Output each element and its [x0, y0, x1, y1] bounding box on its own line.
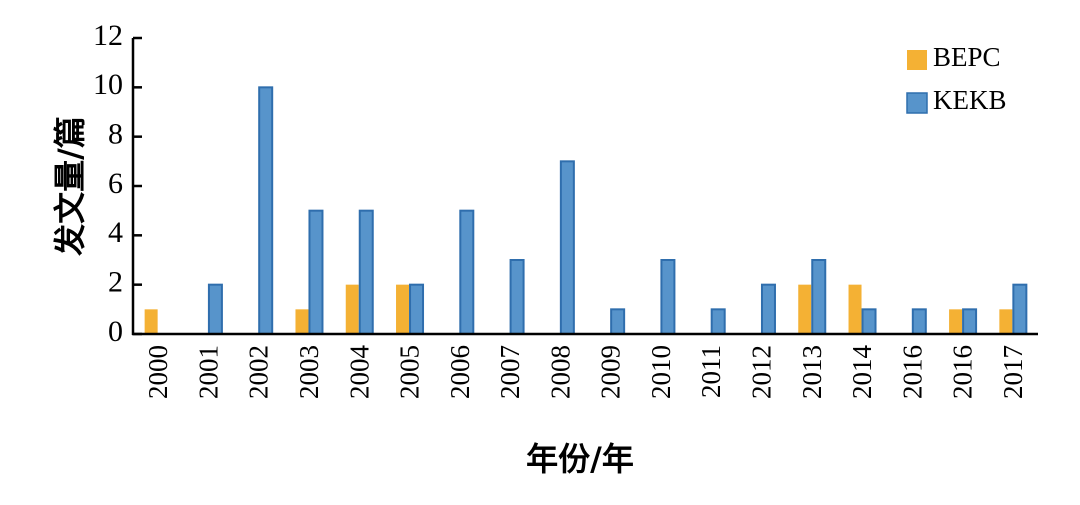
legend: BEPC KEKB	[906, 42, 1007, 115]
bar-bepc-2005	[396, 284, 410, 334]
bar-bepc-2004	[345, 284, 359, 334]
x-tick-label: 2000	[143, 345, 173, 399]
y-tick-label: 4	[108, 216, 123, 249]
x-tick-label: 2016	[948, 345, 978, 399]
x-tick-label: 2004	[344, 345, 374, 400]
bar-kekb-2017	[1012, 283, 1028, 335]
y-tick-label: 6	[108, 167, 123, 200]
x-tick-label: 2007	[495, 345, 525, 399]
x-tick-label: 2001	[193, 345, 223, 399]
x-tick-label: 2009	[596, 345, 626, 399]
legend-label-kekb: KEKB	[933, 85, 1007, 115]
bar-bepc-2016	[949, 309, 963, 334]
y-axis-title: 发文量/篇	[51, 116, 89, 256]
bar-kekb-2006	[459, 209, 475, 336]
y-tick-label: 12	[93, 19, 123, 52]
y-tick-label: 8	[108, 118, 123, 151]
x-tick-label: 2003	[294, 345, 324, 399]
y-tick-label: 0	[108, 315, 123, 348]
legend-swatch-kekb	[906, 92, 928, 114]
x-tick-labels: 2000 2001 2002 2003 2004 2005 2006 2007 2008 2009…	[143, 345, 1028, 400]
bar-bepc-2000	[144, 309, 158, 334]
bar-kekb-2016	[911, 308, 927, 336]
x-tick-label: 2006	[445, 345, 475, 399]
bar-kekb-2016	[962, 308, 978, 336]
x-tick-label: 2016	[897, 345, 927, 399]
bar-kekb-2005	[409, 283, 425, 335]
legend-label-bepc: BEPC	[933, 42, 1001, 72]
bar-kekb-2001	[207, 283, 223, 335]
x-tick-label: 2014	[847, 345, 877, 400]
bar-bepc-2003	[295, 309, 309, 334]
bar-kekb-2013	[811, 259, 827, 335]
legend-swatch-bepc	[907, 50, 927, 70]
axes-group	[131, 36, 1038, 336]
bar-kekb-2009	[610, 308, 626, 336]
x-tick-label: 2010	[646, 345, 676, 399]
y-tick-label: 10	[93, 68, 123, 101]
bar-bepc-2017	[999, 309, 1013, 334]
x-tick-label: 2005	[395, 345, 425, 399]
bar-kekb-2008	[559, 160, 575, 335]
bar-kekb-2004	[358, 209, 374, 336]
bars-group	[144, 86, 1028, 336]
x-tick-label: 2011	[696, 345, 726, 398]
x-tick-label: 2008	[545, 345, 575, 399]
bar-kekb-2011	[710, 308, 726, 336]
y-tick-labels: 0 2 4 6 8 10 12	[93, 19, 123, 348]
bar-kekb-2002	[258, 86, 274, 336]
bar-kekb-2003	[308, 209, 324, 336]
x-tick-label: 2017	[998, 345, 1028, 399]
bar-bepc-2013	[798, 284, 812, 334]
x-tick-label: 2012	[746, 345, 776, 399]
x-tick-label: 2013	[797, 345, 827, 399]
bar-kekb-2014	[861, 308, 877, 336]
x-tick-label: 2002	[244, 345, 274, 399]
bar-bepc-2014	[848, 284, 862, 334]
x-axis-title: 年份/年	[526, 440, 634, 478]
y-tick-label: 2	[108, 266, 123, 299]
bar-kekb-2007	[509, 259, 525, 335]
bar-kekb-2012	[760, 283, 776, 335]
bar-kekb-2010	[660, 259, 676, 335]
